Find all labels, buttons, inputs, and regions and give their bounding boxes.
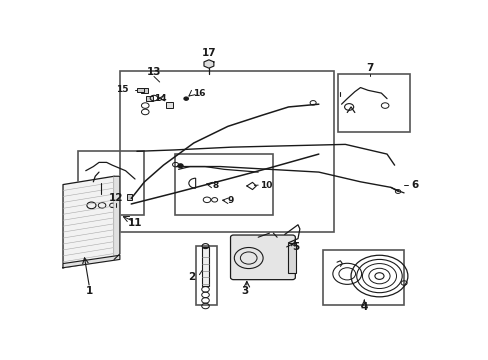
Bar	[146, 96, 153, 102]
Text: 7: 7	[366, 63, 373, 73]
FancyBboxPatch shape	[230, 235, 295, 280]
Text: 13: 13	[146, 67, 161, 77]
Text: 14: 14	[154, 94, 166, 103]
Bar	[195, 246, 216, 305]
Circle shape	[178, 164, 183, 168]
Text: 17: 17	[201, 48, 216, 58]
Bar	[337, 74, 409, 132]
Polygon shape	[63, 255, 120, 268]
Text: 3: 3	[241, 286, 248, 296]
Bar	[120, 71, 333, 232]
Bar	[127, 194, 132, 200]
Text: 4: 4	[360, 302, 367, 312]
Text: 5: 5	[292, 242, 299, 252]
Text: 8: 8	[212, 181, 218, 190]
Bar	[166, 102, 172, 108]
Text: 2: 2	[188, 273, 195, 283]
Bar	[141, 88, 147, 93]
Bar	[322, 250, 403, 305]
Bar	[287, 243, 295, 273]
Polygon shape	[63, 176, 114, 268]
Text: 1: 1	[86, 286, 93, 296]
Bar	[175, 154, 273, 215]
Polygon shape	[114, 176, 120, 260]
Text: 12: 12	[109, 193, 123, 203]
Text: 9: 9	[227, 196, 233, 205]
Circle shape	[183, 97, 188, 100]
Text: 6: 6	[411, 180, 418, 190]
Bar	[78, 151, 144, 215]
Text: 15: 15	[116, 85, 128, 94]
Text: 10: 10	[260, 181, 272, 190]
Polygon shape	[203, 60, 213, 68]
Bar	[137, 87, 143, 92]
Bar	[202, 247, 208, 286]
Text: 16: 16	[193, 89, 205, 98]
Text: 11: 11	[127, 219, 142, 228]
